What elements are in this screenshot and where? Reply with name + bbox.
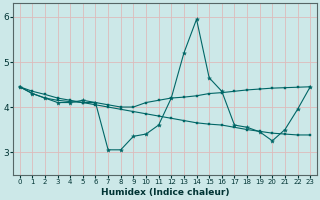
X-axis label: Humidex (Indice chaleur): Humidex (Indice chaleur)	[101, 188, 229, 197]
